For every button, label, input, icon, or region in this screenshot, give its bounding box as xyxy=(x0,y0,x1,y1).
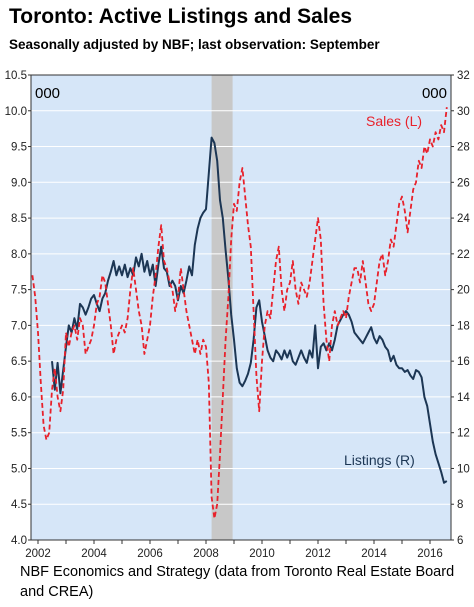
x-tick-label: 2008 xyxy=(193,548,219,560)
chart-subtitle: Seasonally adjusted by NBF; last observa… xyxy=(9,37,380,52)
right-tick-label: 30 xyxy=(457,106,470,118)
right-axis-ticks: 6 8 10 12 14 16 18 20 22 24 26 28 30 32 xyxy=(451,70,470,547)
left-tick-label: 4.5 xyxy=(11,499,27,511)
right-tick-label: 24 xyxy=(457,213,470,225)
x-tick-label: 2016 xyxy=(417,548,443,560)
left-tick-label: 7.5 xyxy=(11,285,27,297)
right-tick-label: 32 xyxy=(457,70,470,82)
sales-series-label: Sales (L) xyxy=(366,113,422,129)
x-tick-label: 2014 xyxy=(361,548,387,560)
source-note: NBF Economics and Strategy (data from To… xyxy=(20,564,455,600)
right-tick-label: 20 xyxy=(457,285,470,297)
x-tick-label: 2004 xyxy=(81,548,107,560)
left-tick-label: 6.5 xyxy=(11,356,27,368)
right-tick-label: 26 xyxy=(457,177,470,189)
left-tick-label: 7.0 xyxy=(11,320,27,332)
plot-background xyxy=(31,75,451,540)
recession-shade xyxy=(211,75,233,540)
right-tick-label: 22 xyxy=(457,249,470,261)
right-tick-label: 10 xyxy=(457,463,470,475)
x-tick-label: 2012 xyxy=(305,548,331,560)
x-tick-label: 2002 xyxy=(25,548,51,560)
right-tick-label: 6 xyxy=(457,535,463,547)
gridlines xyxy=(31,110,451,505)
left-tick-label: 10.0 xyxy=(5,106,27,118)
right-tick-label: 16 xyxy=(457,356,470,368)
plot-frame xyxy=(30,74,452,541)
right-tick-label: 14 xyxy=(457,392,470,404)
series-layer xyxy=(31,107,448,520)
left-tick-label: 5.5 xyxy=(11,428,27,440)
left-tick-label: 6.0 xyxy=(11,392,27,404)
chart-title: Toronto: Active Listings and Sales xyxy=(9,5,353,28)
left-tick-label: 9.0 xyxy=(11,177,27,189)
right-tick-label: 8 xyxy=(457,499,463,511)
listings-series-label: Listings (R) xyxy=(344,452,415,468)
x-tick-label: 2006 xyxy=(137,548,163,560)
right-tick-label: 28 xyxy=(457,142,470,154)
dual-axis-line-chart: 4.0 4.5 5.0 5.5 6.0 6.5 7.0 7.5 8.0 8.5 9.0 9.5 10.0… xyxy=(5,70,471,560)
x-axis-ticks: 2002 2004 2006 2008 2010 2012 2014 2016 xyxy=(25,540,443,560)
left-tick-label: 9.5 xyxy=(11,142,27,154)
sales-line xyxy=(31,107,448,520)
left-tick-label: 10.5 xyxy=(5,70,27,82)
left-axis-ticks: 4.0 4.5 5.0 5.5 6.0 6.5 7.0 7.5 8.0 8.5 9.0 9.5 10.0… xyxy=(5,70,31,547)
left-tick-label: 4.0 xyxy=(11,535,27,547)
listings-line xyxy=(51,136,448,484)
x-tick-label: 2010 xyxy=(249,548,275,560)
left-tick-label: 5.0 xyxy=(11,463,27,475)
right-tick-label: 12 xyxy=(457,428,470,440)
right-unit-label: 000 xyxy=(422,85,447,102)
left-tick-label: 8.5 xyxy=(11,213,27,225)
left-tick-label: 8.0 xyxy=(11,249,27,261)
left-unit-label: 000 xyxy=(35,85,60,102)
right-tick-label: 18 xyxy=(457,320,470,332)
